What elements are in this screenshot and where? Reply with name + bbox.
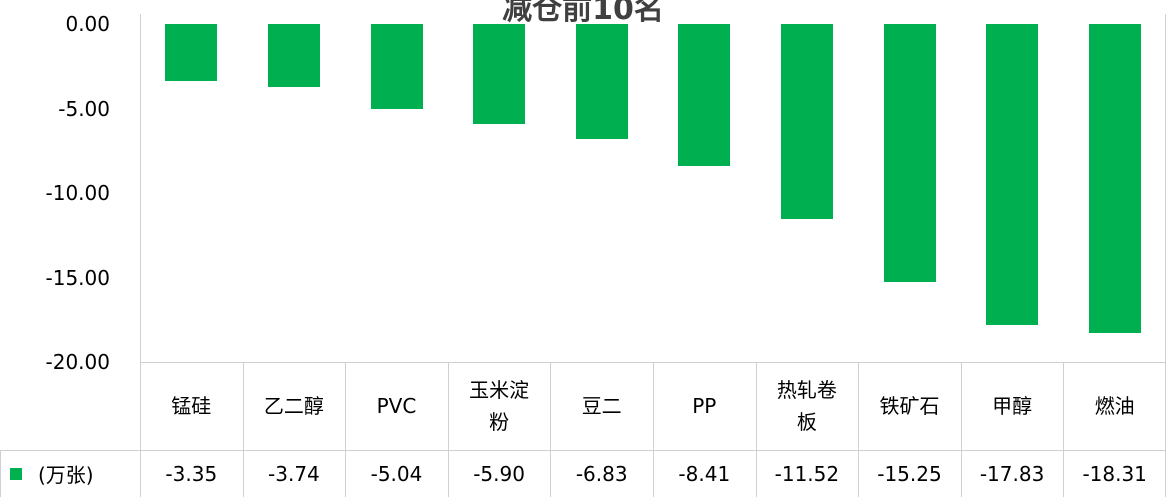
x-tick-label: 铁矿石 [858, 362, 961, 450]
x-tick-label: 燃油 [1063, 362, 1166, 450]
legend-label: (万张) [38, 463, 94, 487]
y-tick-label: -5.00 [58, 96, 110, 121]
data-label: -11.52 [774, 461, 840, 486]
data-label: -15.25 [877, 461, 942, 486]
x-tick-label: 锰硅 [140, 362, 243, 450]
data-label: -8.41 [678, 461, 731, 486]
x-tick-label: 甲醇 [961, 362, 1064, 450]
table-line [0, 450, 1, 497]
bar [473, 24, 526, 124]
category-text: 热轧卷板 [776, 378, 837, 434]
tick-mark [134, 109, 140, 110]
bar [1088, 24, 1141, 334]
category-text: 锰硅 [171, 394, 212, 418]
x-tick-label: 豆二 [550, 362, 653, 450]
bar [267, 24, 320, 88]
x-tick-label: 热轧卷板 [756, 362, 859, 450]
data-label: -18.31 [1082, 461, 1147, 486]
table-line [858, 362, 860, 497]
table-line [653, 362, 654, 497]
bar [678, 24, 731, 167]
data-label: -17.83 [979, 461, 1045, 486]
tick-mark [134, 193, 140, 194]
bar [986, 24, 1039, 326]
category-text: 燃油 [1094, 394, 1135, 418]
legend: (万张) [10, 450, 94, 497]
table-line [755, 362, 757, 497]
table-line [242, 362, 244, 497]
bar [370, 24, 423, 110]
table-line [960, 362, 962, 497]
bar [780, 24, 833, 219]
y-tick-label: -20.00 [45, 350, 110, 374]
bar [165, 24, 218, 81]
bar [883, 24, 936, 282]
x-tick-label: PVC [345, 362, 448, 450]
data-label: -3.35 [165, 461, 218, 486]
y-tick-label: 0.00 [65, 12, 110, 36]
category-text: PVC [376, 394, 417, 418]
x-tick-label: 乙二醇 [243, 362, 346, 450]
category-text: 豆二 [581, 394, 622, 418]
data-label: -3.74 [268, 461, 320, 486]
category-text: 铁矿石 [879, 394, 940, 418]
axis-line [140, 14, 141, 497]
x-tick-label: PP [653, 362, 756, 450]
data-label: -5.90 [473, 461, 525, 486]
table-line [1063, 362, 1065, 497]
y-tick-label: -15.00 [45, 265, 110, 290]
table-line [447, 362, 449, 497]
table-line [345, 362, 347, 497]
category-text: 乙二醇 [263, 394, 324, 418]
legend-swatch [10, 467, 22, 480]
bar [575, 24, 628, 140]
category-text: PP [692, 394, 717, 418]
x-tick-label: 玉米淀粉 [448, 362, 551, 450]
table-line [550, 362, 552, 497]
category-text: 玉米淀粉 [469, 378, 530, 434]
table-line [0, 450, 1166, 451]
data-label: -6.83 [575, 461, 628, 486]
category-text: 甲醇 [992, 394, 1033, 418]
tick-mark [134, 24, 140, 25]
data-label: -5.04 [370, 461, 423, 486]
tick-mark [134, 278, 140, 279]
y-tick-label: -10.00 [45, 181, 110, 205]
chart-title: 减仓前10名 [502, 0, 664, 27]
